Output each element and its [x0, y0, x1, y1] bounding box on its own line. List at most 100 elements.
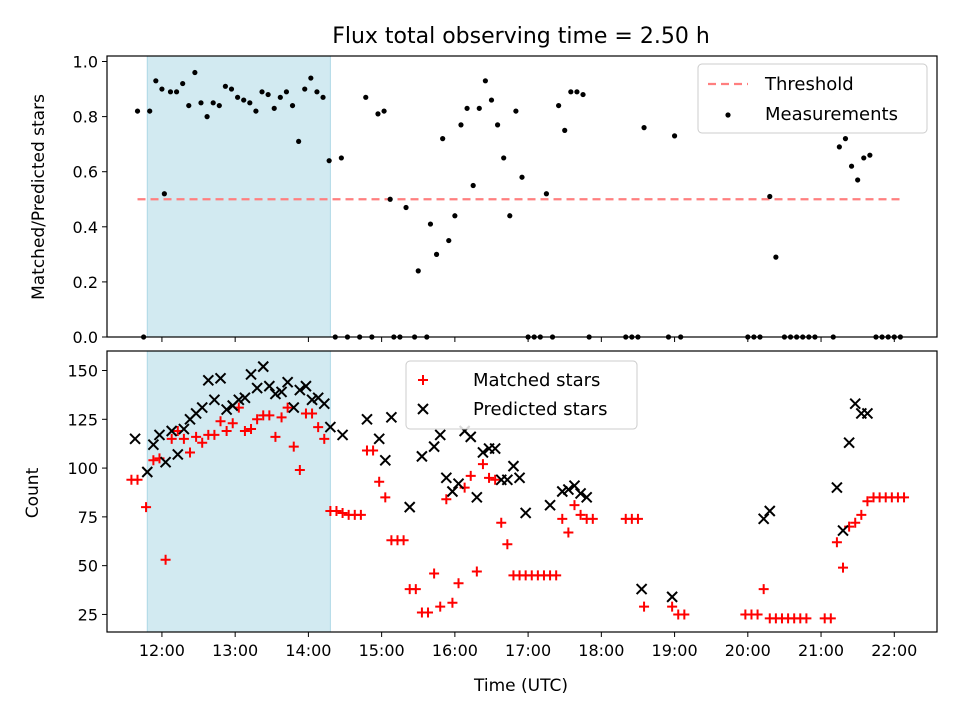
measurement-point: [767, 193, 773, 200]
matched-star-point: [447, 597, 458, 608]
predicted-star-point: [489, 442, 501, 455]
matched-star-point: [587, 513, 598, 524]
matched-star-point: [319, 433, 330, 444]
top-y-axis-label: Matched/Predicted stars: [29, 94, 49, 300]
measurement-point: [210, 100, 216, 106]
matched-star-point: [838, 562, 849, 573]
matched-star-point: [294, 465, 305, 476]
bottom-observing-span: [146, 350, 331, 633]
x-tick-label: 22:00: [871, 641, 917, 660]
matched-star-point: [490, 474, 501, 485]
predicted-star-point: [428, 440, 440, 453]
matched-star-point: [398, 535, 409, 546]
predicted-star-point: [300, 380, 312, 392]
measurement-point: [403, 204, 409, 211]
bottom-y-tick-label: 25: [78, 605, 98, 624]
predicted-star-point: [318, 397, 330, 410]
x-tick-label: 20:00: [725, 641, 771, 660]
predicted-star-point: [141, 466, 153, 478]
predicted-star-point: [507, 460, 520, 472]
measurement-point: [574, 89, 580, 95]
predicted-star-point: [361, 413, 373, 426]
predicted-star-point: [764, 505, 776, 517]
matched-star-point: [856, 509, 867, 520]
predicted-legend-label: Predicted stars: [473, 399, 607, 420]
bottom-y-tick-label: 50: [78, 557, 98, 576]
matched-star-point: [374, 476, 385, 487]
measurement-point: [427, 221, 434, 227]
measurement-point: [861, 155, 867, 161]
predicted-star-point: [471, 491, 483, 504]
matched-star-point: [178, 433, 189, 444]
measurement-point: [433, 251, 440, 257]
measurement-point: [387, 196, 393, 202]
measurement-point: [173, 89, 180, 95]
matched-star-point: [575, 509, 586, 520]
measurement-point: [446, 237, 452, 244]
measurements-legend-swatch: [725, 112, 731, 118]
predicted-star-point: [208, 394, 221, 406]
matched-star-point: [441, 494, 452, 505]
x-tick-label: 18:00: [578, 641, 624, 660]
bottom-y-tick-label: 125: [67, 410, 98, 429]
measurement-point: [204, 114, 210, 120]
top-y-tick-label: 0.4: [73, 218, 98, 237]
predicted-star-point: [214, 372, 227, 385]
predicted-legend-marker: [417, 403, 429, 415]
measurement-point: [836, 144, 842, 150]
matched-star-point: [288, 441, 299, 452]
matched-star-point: [423, 607, 434, 618]
measurement-point: [302, 86, 308, 92]
predicted-star-point: [281, 376, 294, 388]
matched-star-point: [331, 506, 342, 517]
measurement-point: [488, 97, 495, 103]
matched-star-point: [679, 609, 690, 620]
measurement-point: [259, 89, 265, 95]
matched-star-point: [477, 459, 488, 470]
predicted-star-point: [574, 487, 587, 500]
matched-star-point: [337, 507, 348, 518]
predicted-star-point: [196, 401, 208, 414]
x-axis-label: Time (UTC): [473, 676, 568, 696]
measurement-point: [153, 78, 159, 84]
matched-star-point: [410, 584, 421, 595]
measurement-point: [192, 69, 198, 76]
matched-star-point: [209, 429, 220, 440]
measurement-point: [458, 122, 464, 128]
bottom-legend-box: [405, 360, 638, 430]
predicted-star-point: [147, 438, 160, 451]
measurement-point: [363, 94, 369, 100]
predicted-star-point: [562, 483, 575, 496]
matched-star-point: [632, 513, 643, 524]
matched-star-point: [270, 431, 281, 442]
matched-star-point: [221, 426, 232, 437]
measurement-point: [198, 100, 204, 106]
matched-star-point: [227, 418, 238, 429]
measurement-point: [228, 86, 235, 92]
ratio-panel: Flux total observing time = 2.50 h Match…: [29, 24, 938, 347]
bottom-y-tick-label: 100: [67, 459, 98, 478]
matched-star-point: [899, 492, 910, 503]
predicted-star-point: [580, 491, 593, 504]
matched-star-point: [264, 410, 275, 421]
measurement-point: [375, 111, 381, 117]
bottom-series-predicted-stars: [129, 360, 874, 603]
measurement-point: [501, 155, 507, 161]
predicted-star-point: [159, 456, 172, 468]
measurement-point: [773, 254, 779, 260]
bottom-y-tick-label: 150: [67, 362, 98, 381]
predicted-star-point: [446, 485, 459, 498]
measurement-point: [222, 83, 228, 89]
predicted-star-point: [849, 397, 861, 410]
predicted-star-point: [544, 499, 556, 511]
measurement-point: [568, 89, 574, 95]
matched-star-point: [252, 414, 263, 425]
matched-star-point: [197, 437, 208, 448]
matched-star-point: [667, 601, 678, 612]
matched-star-point: [862, 496, 873, 507]
predicted-star-point: [324, 421, 337, 433]
predicted-star-point: [275, 386, 288, 398]
matched-star-point: [215, 416, 226, 427]
bottom-series-matched-stars: [126, 402, 910, 624]
measurement-point: [271, 105, 277, 111]
